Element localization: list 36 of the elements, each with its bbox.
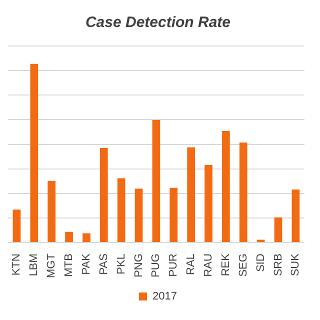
x-tick-label: PAS (98, 254, 110, 275)
x-tick-label: SID (254, 254, 267, 272)
bar (117, 178, 126, 242)
x-tick-label: SUK (290, 252, 302, 276)
bar (152, 120, 160, 242)
x-tick-label: REK (220, 252, 232, 276)
x-tick-label: PAK (80, 252, 92, 275)
x-tick-label: LBM (28, 254, 40, 276)
bar (134, 188, 143, 242)
x-tick-label: PNG (132, 254, 145, 278)
bar (256, 240, 265, 242)
x-tick-label: RAU (202, 254, 215, 277)
bar (48, 180, 56, 242)
bar (82, 233, 90, 242)
bar (65, 232, 73, 242)
bar (292, 189, 300, 242)
bar (239, 142, 248, 242)
x-tick-label: PKL (115, 254, 128, 274)
bar (274, 217, 282, 242)
x-tick-label: PUR (168, 254, 180, 277)
x-tick-label: SRB (272, 254, 284, 276)
x-tick-label: MTB (63, 254, 76, 277)
x-tick-label: KTN (10, 254, 23, 276)
bar (170, 188, 178, 242)
x-tick-label: PUG (150, 254, 162, 278)
bar (12, 210, 21, 242)
bar (204, 165, 212, 242)
bar (30, 64, 38, 242)
x-tick-label: SEG (237, 254, 250, 277)
x-tick-label: RAL (185, 254, 198, 275)
x-tick-label: MGT (46, 253, 58, 278)
bar (100, 148, 108, 242)
bar (222, 131, 230, 242)
chart-title: Case Detection Rate (85, 14, 231, 32)
bar (187, 147, 195, 242)
legend-label: 2017 (152, 290, 177, 303)
